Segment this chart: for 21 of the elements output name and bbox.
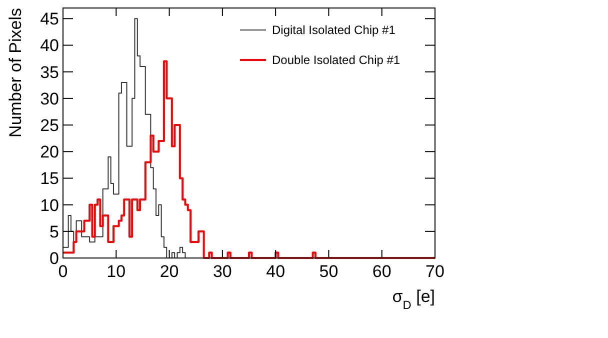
x-tick-label: 30 (212, 262, 232, 281)
y-tick-label: 5 (50, 222, 59, 242)
y-tick-label: 30 (40, 89, 59, 108)
x-tick-label: 40 (266, 262, 286, 281)
x-tick-label: 50 (319, 262, 338, 281)
y-axis-title: Number of Pixels (6, 8, 25, 138)
x-tick-label: 60 (372, 262, 392, 281)
x-axis-title: σ$_{D}$ [e] (392, 287, 435, 312)
y-tick-label: 20 (40, 142, 59, 162)
y-tick-label: 25 (40, 116, 59, 136)
y-tick-label: 35 (40, 62, 59, 82)
x-tick-label: 70 (426, 262, 444, 281)
y-tick-label: 45 (40, 10, 59, 29)
y-tick-label: 0 (50, 249, 59, 268)
legend-label: Double Isolated Chip #1 (272, 53, 400, 67)
y-tick-label: 40 (40, 36, 59, 56)
x-tick-label: 20 (160, 262, 179, 281)
y-tick-label: 15 (40, 169, 59, 188)
x-tick-label: 10 (106, 262, 126, 281)
y-tick-label: 10 (40, 196, 59, 215)
legend-label: Digital Isolated Chip #1 (272, 23, 396, 37)
